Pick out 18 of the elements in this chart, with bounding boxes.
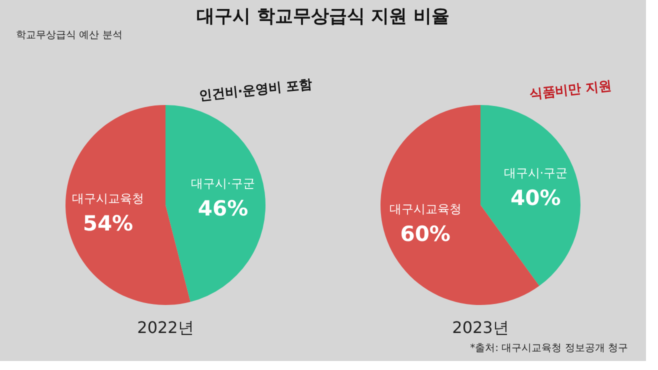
pie-slice xyxy=(66,105,190,305)
data-label: 46% xyxy=(198,196,248,221)
slice-label: 대구시교육청 xyxy=(389,202,462,216)
pie-slice xyxy=(166,105,266,302)
text: 학교무상급식 예산 분석 xyxy=(16,30,122,41)
slice-label: 대구시·구군 xyxy=(191,176,255,191)
text: 대구시 학교무상급식 지원 비율 xyxy=(196,6,450,27)
text: 2022년 xyxy=(137,318,194,337)
slice-label: 대구시·구군 xyxy=(504,166,568,180)
text: 인건비·운영비 포함 xyxy=(198,77,313,104)
slice-label: 대구시교육청 xyxy=(72,191,144,206)
data-label: 40% xyxy=(510,186,561,210)
data-label: 60% xyxy=(400,222,450,246)
data-label: 54% xyxy=(82,211,134,236)
text: *출처: 대구시교육청 정보공개 청구 xyxy=(470,343,628,354)
text: 2023년 xyxy=(452,318,509,337)
pie-slice xyxy=(480,105,580,286)
text: 식품비만 지원 xyxy=(528,78,612,102)
